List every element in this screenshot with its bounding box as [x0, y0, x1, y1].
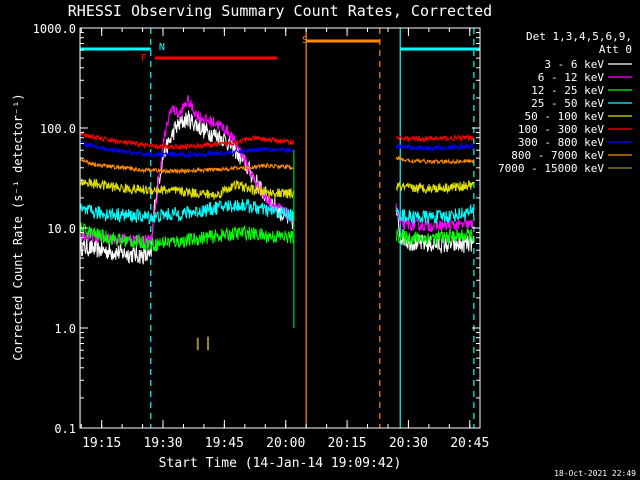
legend-label-7: 800 - 7000 keV [511, 149, 604, 162]
x-axis-label: Start Time (14-Jan-14 19:09:42) [159, 456, 402, 471]
x-tick-label-4: 20:15 [328, 436, 367, 451]
y-tick-label-4: 1000.0 [33, 22, 76, 36]
x-tick-label-0: 19:15 [82, 436, 121, 451]
series-8 [196, 336, 210, 351]
series-7-segment-0 [80, 157, 294, 175]
series-5-segment-0 [80, 131, 294, 151]
x-tick-label-6: 20:45 [450, 436, 489, 451]
series-4-segment-0 [80, 178, 294, 200]
series-6-segment-0 [80, 140, 294, 159]
legend-label-6: 300 - 800 keV [518, 136, 604, 149]
series-5 [80, 131, 474, 151]
y-tick-label-0: 0.1 [54, 422, 76, 436]
flag-label-S: S [302, 35, 308, 46]
plot-content: N F S [80, 28, 480, 428]
series-6 [80, 140, 474, 159]
legend-label-5: 100 - 300 keV [518, 123, 604, 136]
legend-label-0: 3 - 6 keV [544, 58, 604, 71]
series-2-segment-1 [395, 228, 475, 246]
flag-label-F: F [141, 53, 147, 64]
y-tick-label-3: 100.0 [40, 122, 76, 136]
legend-label-2: 12 - 25 keV [531, 84, 604, 97]
series-7-segment-1 [395, 155, 475, 165]
flag-label-N: N [159, 42, 165, 53]
legend-label-1: 6 - 12 keV [538, 71, 605, 84]
y-tick-label-1: 1.0 [54, 322, 76, 336]
x-tick-label-1: 19:30 [143, 436, 182, 451]
series-4-segment-1 [395, 180, 475, 195]
series-4 [80, 178, 475, 200]
x-tick-label-5: 20:30 [389, 436, 428, 451]
series-2-segment-0 [80, 222, 294, 252]
chart-title: RHESSI Observing Summary Count Rates, Co… [68, 2, 492, 20]
x-tick-label-3: 20:00 [266, 436, 305, 451]
plot-area: N F S [80, 28, 480, 428]
series-5-segment-1 [395, 133, 474, 143]
series-2 [80, 222, 475, 252]
axes: 0.1 1.0 10.0 100.0 1000.0 19:15 19:30 19:45 20:0… [33, 22, 490, 451]
x-tick-label-2: 19:45 [205, 436, 244, 451]
legend-label-4: 50 - 100 keV [525, 110, 605, 123]
legend-label-3: 25 - 50 keV [531, 97, 604, 110]
series-7 [80, 155, 475, 175]
legend-header-0: Det 1,3,4,5,6,9, [526, 30, 632, 43]
series-3 [80, 199, 475, 226]
series-3-segment-1 [395, 203, 475, 226]
legend-label-8: 7000 - 15000 keV [498, 162, 604, 175]
series-3-segment-0 [80, 199, 294, 225]
y-tick-label-2: 10.0 [47, 222, 76, 236]
render-timestamp: 18-Oct-2021 22:49 [554, 469, 636, 478]
y-axis-label: Corrected Count Rate (s⁻¹ detector⁻¹) [11, 93, 25, 360]
legend-header-1: Att 0 [599, 43, 632, 56]
series-6-segment-1 [395, 142, 474, 153]
